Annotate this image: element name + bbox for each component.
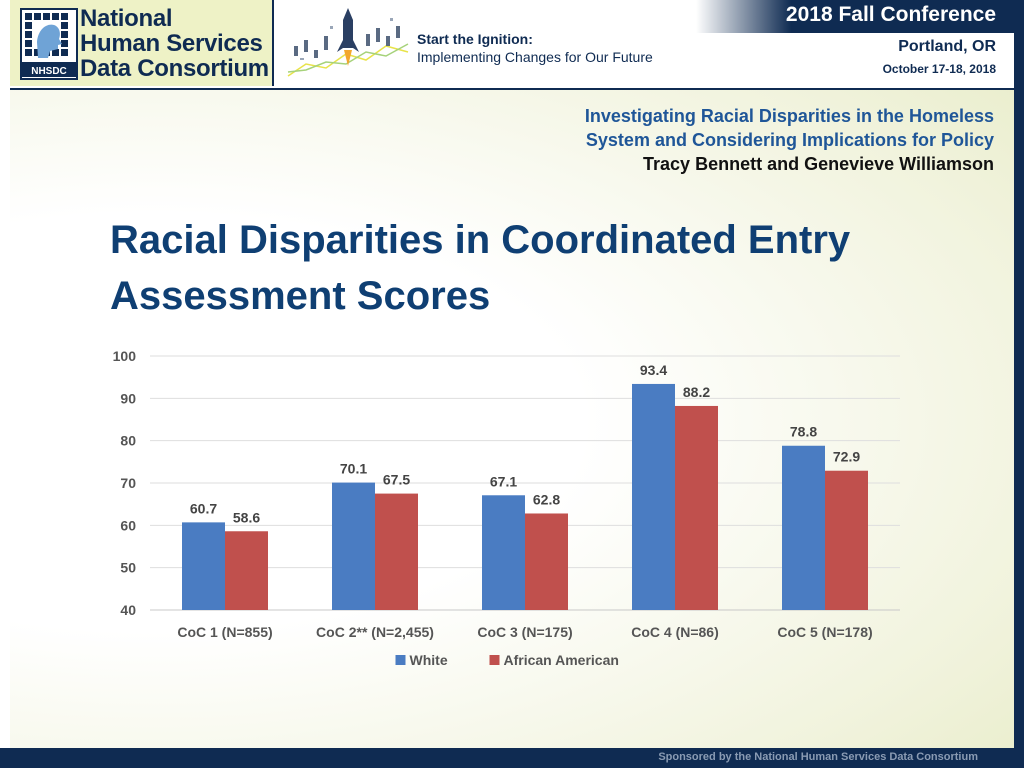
x-tick-label: CoC 3 (N=175)	[477, 624, 572, 640]
data-label: 58.6	[233, 509, 260, 525]
footer-text: Sponsored by the National Human Services…	[658, 751, 978, 763]
footer: Sponsored by the National Human Services…	[0, 748, 1024, 768]
data-label: 62.8	[533, 491, 560, 507]
data-label: 70.1	[340, 461, 367, 477]
logo-line-1: National	[80, 5, 173, 32]
header: NHSDC National Human Services Data Conso…	[10, 0, 1014, 90]
rocket-candlestick-icon	[287, 8, 409, 77]
bar	[182, 522, 225, 610]
session-title-line-1: Investigating Racial Disparities in the …	[584, 106, 994, 126]
y-tick-label: 60	[120, 517, 136, 533]
nhsdc-emblem-icon: NHSDC	[20, 8, 78, 80]
y-tick-label: 80	[120, 433, 136, 449]
data-label: 60.7	[190, 500, 217, 516]
y-tick-label: 70	[120, 475, 136, 491]
data-label: 88.2	[683, 384, 710, 400]
bar	[675, 405, 718, 610]
legend-swatch	[395, 655, 406, 665]
y-tick-label: 90	[120, 390, 136, 406]
logo-line-3: Data Consortium	[80, 55, 269, 82]
logo-text: National Human Services Data Consortium	[80, 6, 269, 81]
data-label: 67.5	[383, 472, 410, 488]
bar	[525, 513, 568, 610]
bar	[825, 470, 868, 610]
x-tick-label: CoC 1 (N=855)	[177, 624, 272, 640]
x-tick-label: CoC 2** (N=2,455)	[316, 624, 434, 640]
frame-left	[0, 0, 10, 748]
logo: NHSDC National Human Services Data Conso…	[10, 0, 274, 86]
data-label: 67.1	[490, 473, 517, 489]
conference-city: Portland, OR	[898, 38, 996, 55]
y-tick-label: 50	[120, 560, 136, 576]
tagline: Start the Ignition: Implementing Changes…	[417, 30, 653, 66]
legend-swatch	[489, 655, 500, 665]
session-authors: Tracy Bennett and Genevieve Williamson	[643, 154, 994, 174]
logo-line-2: Human Services	[80, 30, 263, 57]
bar	[632, 383, 675, 610]
data-label: 78.8	[790, 424, 817, 440]
frame-right	[1014, 0, 1024, 748]
bar	[482, 495, 525, 610]
x-tick-label: CoC 4 (N=86)	[631, 624, 719, 640]
bar	[332, 482, 375, 610]
y-tick-label: 40	[120, 602, 136, 618]
bar	[375, 493, 418, 610]
legend-label: African American	[504, 652, 619, 668]
slide-title: Racial Disparities in Coordinated Entry …	[110, 218, 851, 318]
tagline-line-1: Start the Ignition:	[417, 31, 533, 47]
legend-label: White	[410, 652, 448, 668]
x-tick-label: CoC 5 (N=178)	[777, 624, 872, 640]
conference-title: 2018 Fall Conference	[785, 3, 996, 26]
conference-dates: October 17-18, 2018	[882, 62, 996, 76]
bar	[782, 445, 825, 610]
session-title-line-2: System and Considering Implications for …	[585, 130, 994, 150]
session-info: Investigating Racial Disparities in the …	[585, 104, 994, 176]
data-label: 93.4	[640, 362, 667, 378]
tagline-line-2: Implementing Changes for Our Future	[417, 49, 653, 65]
conference-band: 2018 Fall Conference	[696, 0, 1014, 33]
bar-chart: 40 50 60 70 80 90 100 60.7 58.6 CoC 1 (N=855) 70.1…	[113, 348, 900, 668]
y-tick-label: 100	[113, 348, 137, 364]
data-label: 72.9	[833, 449, 860, 465]
logo-emblem-label: NHSDC	[31, 66, 67, 77]
bar	[225, 531, 268, 610]
